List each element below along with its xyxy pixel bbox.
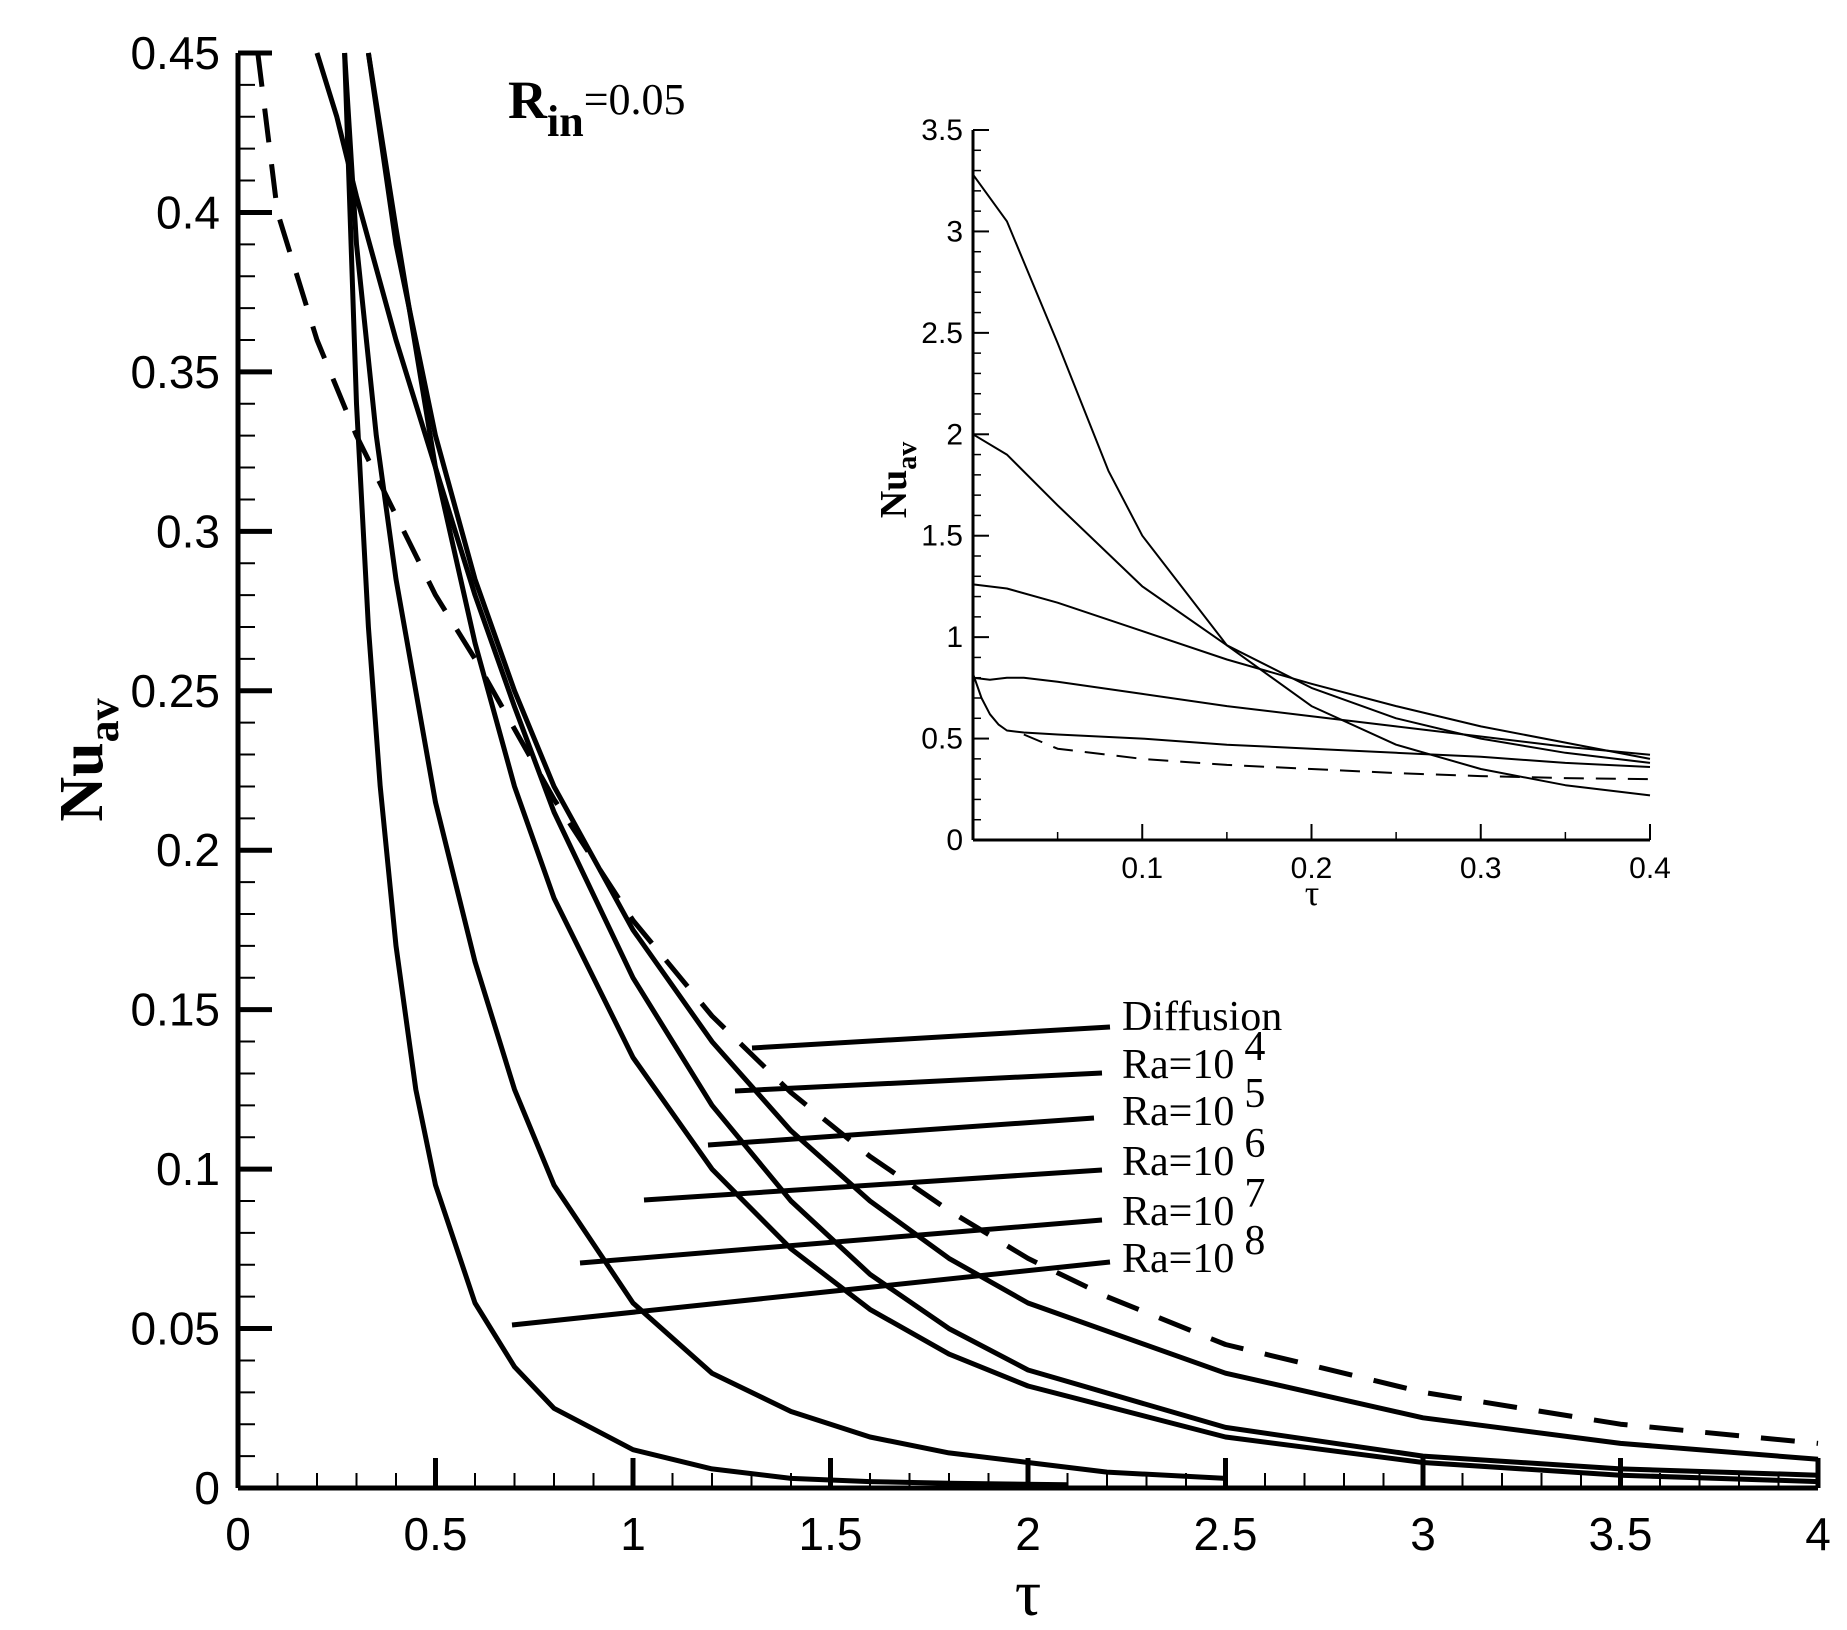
rin-annotation-rest: =0.05 <box>584 75 686 124</box>
y-tick-label: 0.2 <box>156 824 220 876</box>
inset-series-line-ra-10-7 <box>972 433 1651 764</box>
legend-entry-ra-108: Ra=10 8 <box>1122 1218 1265 1282</box>
inset-y-tick-label: 0.5 <box>921 723 963 756</box>
y-tick-label: 0.45 <box>130 27 220 79</box>
x-tick-label: 2.5 <box>1194 1508 1258 1560</box>
y-tick-label: 0.35 <box>130 346 220 398</box>
y-tick-label: 0.3 <box>156 505 220 557</box>
main-plot-area: 0 0.5 1 1.5 2 2.5 3 3.5 400.050.10.150.20.250.30… <box>130 27 1830 1560</box>
inset-x-tick-label: 0.1 <box>1121 852 1163 885</box>
main-series-group <box>255 52 1819 1488</box>
main-x-axis-label: τ <box>1015 1557 1042 1630</box>
legend-leader-ra-106 <box>643 1167 1103 1203</box>
legend-entry-exponent: 6 <box>1244 1121 1265 1167</box>
inset-series-line-ra-10-8 <box>972 174 1651 797</box>
main-y-axis-label: Nuav <box>48 698 128 821</box>
inset-axis-ticks: 0.1 0.2 0.3 0.4 0 0.5 1 1.5 2 2.5 3 3.5 <box>921 114 1671 885</box>
inset-y-tick-label: 3 <box>946 215 963 248</box>
main-axis-ticks: 0 0.5 1 1.5 2 2.5 3 3.5 400.050.10.150.20.250.30… <box>130 27 1830 1560</box>
series-line-ra-10-4 <box>365 52 1819 1462</box>
legend-entry-ra-105: Ra=10 5 <box>1122 1071 1265 1135</box>
inset-x-axis-label: τ <box>1305 873 1319 913</box>
x-tick-label: 4 <box>1805 1508 1831 1560</box>
series-line-ra-10-8 <box>342 52 1068 1488</box>
legend-leader-ra-104 <box>734 1070 1103 1094</box>
legend-leader-ra-108 <box>511 1259 1111 1328</box>
x-tick-label: 1 <box>620 1508 646 1560</box>
inset-series-line-ra-10-5 <box>972 676 1651 756</box>
legend-entry-exponent: 4 <box>1244 1024 1265 1070</box>
y-tick-label: 0.15 <box>130 984 220 1036</box>
inset-y-tick-label: 1.5 <box>921 520 963 553</box>
x-tick-label: 1.5 <box>799 1508 863 1560</box>
y-tick-label: 0.05 <box>130 1303 220 1355</box>
inset-series-line-ra-10-4 <box>972 673 1651 768</box>
x-tick-label: 2 <box>1015 1508 1041 1560</box>
inset-y-tick-label: 2 <box>946 418 963 451</box>
legend-entry-diffusion: Diffusion <box>1122 994 1282 1040</box>
legend-entry-base: Ra=10 <box>1122 1042 1234 1088</box>
legend-entry-base: Ra=10 <box>1122 1236 1234 1282</box>
y-tick-label: 0 <box>194 1462 220 1514</box>
series-line-ra-10-6 <box>365 52 1819 1485</box>
rin-annotation-main: R <box>508 70 548 130</box>
legend-entry-exponent: 8 <box>1244 1218 1265 1264</box>
legend-leader-ra-107 <box>579 1217 1103 1266</box>
inset-x-tick-label: 0.3 <box>1460 852 1502 885</box>
inset-plot-area: 0.1 0.2 0.3 0.4 0 0.5 1 1.5 2 2.5 3 3.5 τ Nuav <box>873 114 1671 913</box>
series-line-diffusion <box>255 52 1819 1446</box>
x-tick-label: 0 <box>225 1508 251 1560</box>
x-tick-label: 3.5 <box>1589 1508 1653 1560</box>
inset-x-tick-label: 0.2 <box>1291 852 1333 885</box>
y-tick-label: 0.25 <box>130 665 220 717</box>
inset-y-tick-label: 2.5 <box>921 317 963 350</box>
series-line-ra-10-7 <box>342 52 1226 1481</box>
inset-y-tick-label: 0 <box>946 824 963 857</box>
legend-entry-base: Ra=10 <box>1122 1089 1234 1135</box>
series-line-ra-10-5 <box>314 52 1819 1478</box>
inset-series-group <box>972 174 1651 797</box>
y-tick-label: 0.4 <box>156 186 220 238</box>
legend-entry-base: Ra=10 <box>1122 1139 1234 1185</box>
inset-y-axis-label-sub: av <box>892 442 923 470</box>
y-tick-label: 0.1 <box>156 1143 220 1195</box>
legend-entry-ra-106: Ra=10 6 <box>1122 1121 1265 1185</box>
inset-series-line-ra-10-6 <box>972 583 1651 760</box>
main-y-axis-label-main: Nu <box>48 742 116 821</box>
x-tick-label: 3 <box>1410 1508 1436 1560</box>
legend-leader-ra-105 <box>707 1115 1095 1148</box>
inset-x-tick-label: 0.4 <box>1629 852 1671 885</box>
main-y-axis-label-sub: av <box>79 698 128 742</box>
x-tick-label: 0.5 <box>404 1508 468 1560</box>
legend-entry-exponent: 7 <box>1244 1171 1265 1217</box>
legend-entry-ra-107: Ra=10 7 <box>1122 1171 1265 1235</box>
inset-series-line-diffusion <box>1023 733 1651 781</box>
inset-y-tick-label: 3.5 <box>921 114 963 147</box>
rin-annotation-sub: in <box>547 97 584 146</box>
inset-y-tick-label: 1 <box>946 621 963 654</box>
legend-leader-lines <box>511 1024 1111 1328</box>
inset-y-axis-label-main: Nu <box>873 470 915 519</box>
rin-annotation: Rin=0.05 <box>508 70 686 146</box>
legend-entry-base: Diffusion <box>1122 994 1282 1040</box>
legend-entry-ra-104: Ra=10 4 <box>1122 1024 1265 1088</box>
inset-y-axis-label: Nuav <box>873 442 923 519</box>
legend-entry-exponent: 5 <box>1244 1071 1265 1117</box>
legend-entry-base: Ra=10 <box>1122 1189 1234 1235</box>
legend-leader-diffusion <box>751 1024 1111 1051</box>
